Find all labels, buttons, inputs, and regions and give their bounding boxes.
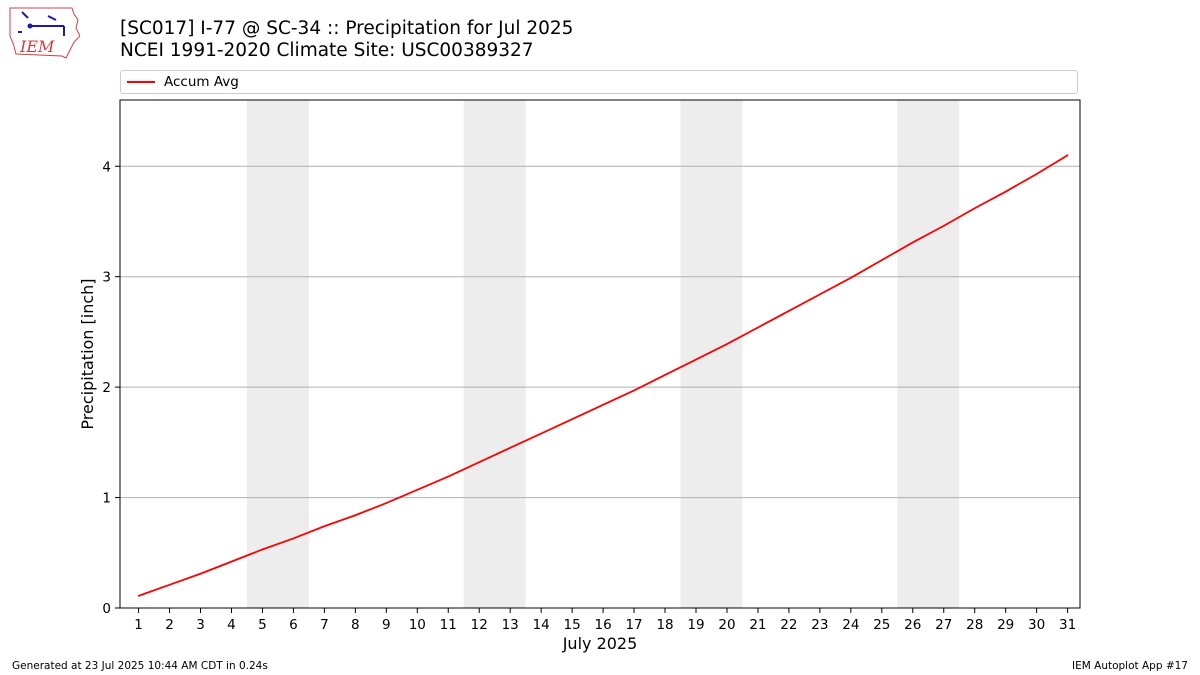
data-point-day-12 [478,461,481,464]
data-point-day-29 [1004,190,1007,193]
y-tick-label-2: 2 [102,380,111,396]
data-point-day-18 [664,374,666,376]
data-point-day-15 [571,418,573,420]
data-point-day-4 [230,560,233,563]
chart-legend: Accum Avg [120,70,1078,94]
data-point-day-2 [168,584,171,586]
legend-swatch-accum-avg [127,81,155,83]
iowa-state-outline-icon [9,7,80,59]
x-tick-label-4: 4 [227,617,236,633]
data-point-day-31 [1066,154,1069,157]
x-tick-label-20: 20 [718,617,735,633]
data-point-day-14 [540,432,542,435]
x-tick-label-26: 26 [904,617,921,633]
data-point-day-26 [911,241,914,244]
data-point-day-3 [199,572,202,575]
data-point-day-30 [1035,173,1038,175]
data-point-day-23 [819,293,821,296]
y-axis-label: Precipitation [inch] [78,278,97,429]
x-tick-label-11: 11 [440,617,457,633]
data-point-day-27 [942,225,945,227]
x-tick-label-18: 18 [656,617,673,633]
x-tick-label-21: 21 [749,617,766,633]
app-label: IEM Autoplot App #17 [1072,660,1188,672]
x-tick-label-12: 12 [471,617,488,633]
data-point-day-25 [881,259,883,261]
data-point-day-21 [757,326,759,329]
x-tick-label-17: 17 [625,617,642,633]
weekend-band-3 [897,100,960,608]
weekend-band-0 [246,100,309,608]
x-tick-label-1: 1 [134,617,143,633]
x-tick-label-6: 6 [289,617,298,633]
data-point-day-8 [354,514,357,517]
weekend-band-2 [680,100,743,608]
x-tick-label-28: 28 [966,617,983,633]
data-point-day-6 [292,537,295,540]
data-point-day-20 [726,343,728,345]
x-tick-label-25: 25 [873,617,890,633]
weather-symbols-icon [18,11,65,36]
data-point-day-22 [788,310,790,312]
y-tick-label-4: 4 [102,159,111,175]
x-tick-label-30: 30 [1028,617,1045,633]
x-tick-label-7: 7 [320,617,329,633]
plot-area-frame [119,99,1081,609]
data-point-day-28 [973,207,976,210]
data-point-day-17 [633,389,635,392]
data-point-day-1 [137,595,140,597]
data-point-day-16 [602,404,604,406]
x-tick-label-14: 14 [533,617,550,633]
logo-text: IEM [19,37,55,56]
data-point-day-10 [416,489,419,491]
x-tick-label-8: 8 [351,617,360,633]
x-tick-label-5: 5 [258,617,267,633]
data-point-day-9 [385,502,388,504]
x-tick-label-3: 3 [196,617,205,633]
x-tick-label-13: 13 [502,617,519,633]
x-tick-label-23: 23 [811,617,828,633]
data-point-day-7 [323,525,326,528]
x-tick-label-2: 2 [165,617,174,633]
y-tick-label-0: 0 [102,601,111,617]
y-tick-label-1: 1 [102,491,111,507]
data-point-day-11 [447,475,450,478]
x-tick-label-10: 10 [409,617,426,633]
weekend-band-1 [463,100,526,608]
chart-title-line2: NCEI 1991-2020 Climate Site: USC00389327 [120,40,534,61]
iem-logo: IEM [9,7,80,59]
x-tick-label-9: 9 [382,617,391,633]
data-point-day-13 [509,447,511,449]
legend-label-accum-avg: Accum Avg [164,74,239,90]
data-point-day-19 [695,358,697,361]
x-tick-label-22: 22 [780,617,797,633]
data-point-day-24 [850,277,852,279]
x-tick-label-29: 29 [997,617,1014,633]
x-tick-label-31: 31 [1059,617,1076,633]
chart-title: [SC017] I-77 @ SC-34 :: Precipitation fo… [120,18,573,62]
generated-timestamp: Generated at 23 Jul 2025 10:44 AM CDT in… [12,660,268,672]
x-tick-label-19: 19 [687,617,704,633]
x-tick-label-27: 27 [935,617,952,633]
data-point-day-5 [261,548,264,551]
x-axis-label: July 2025 [562,634,638,653]
x-tick-label-16: 16 [595,617,612,633]
y-tick-label-3: 3 [102,270,111,286]
x-tick-label-15: 15 [564,617,581,633]
chart-title-line1: [SC017] I-77 @ SC-34 :: Precipitation fo… [120,18,574,39]
x-tick-label-24: 24 [842,617,859,633]
